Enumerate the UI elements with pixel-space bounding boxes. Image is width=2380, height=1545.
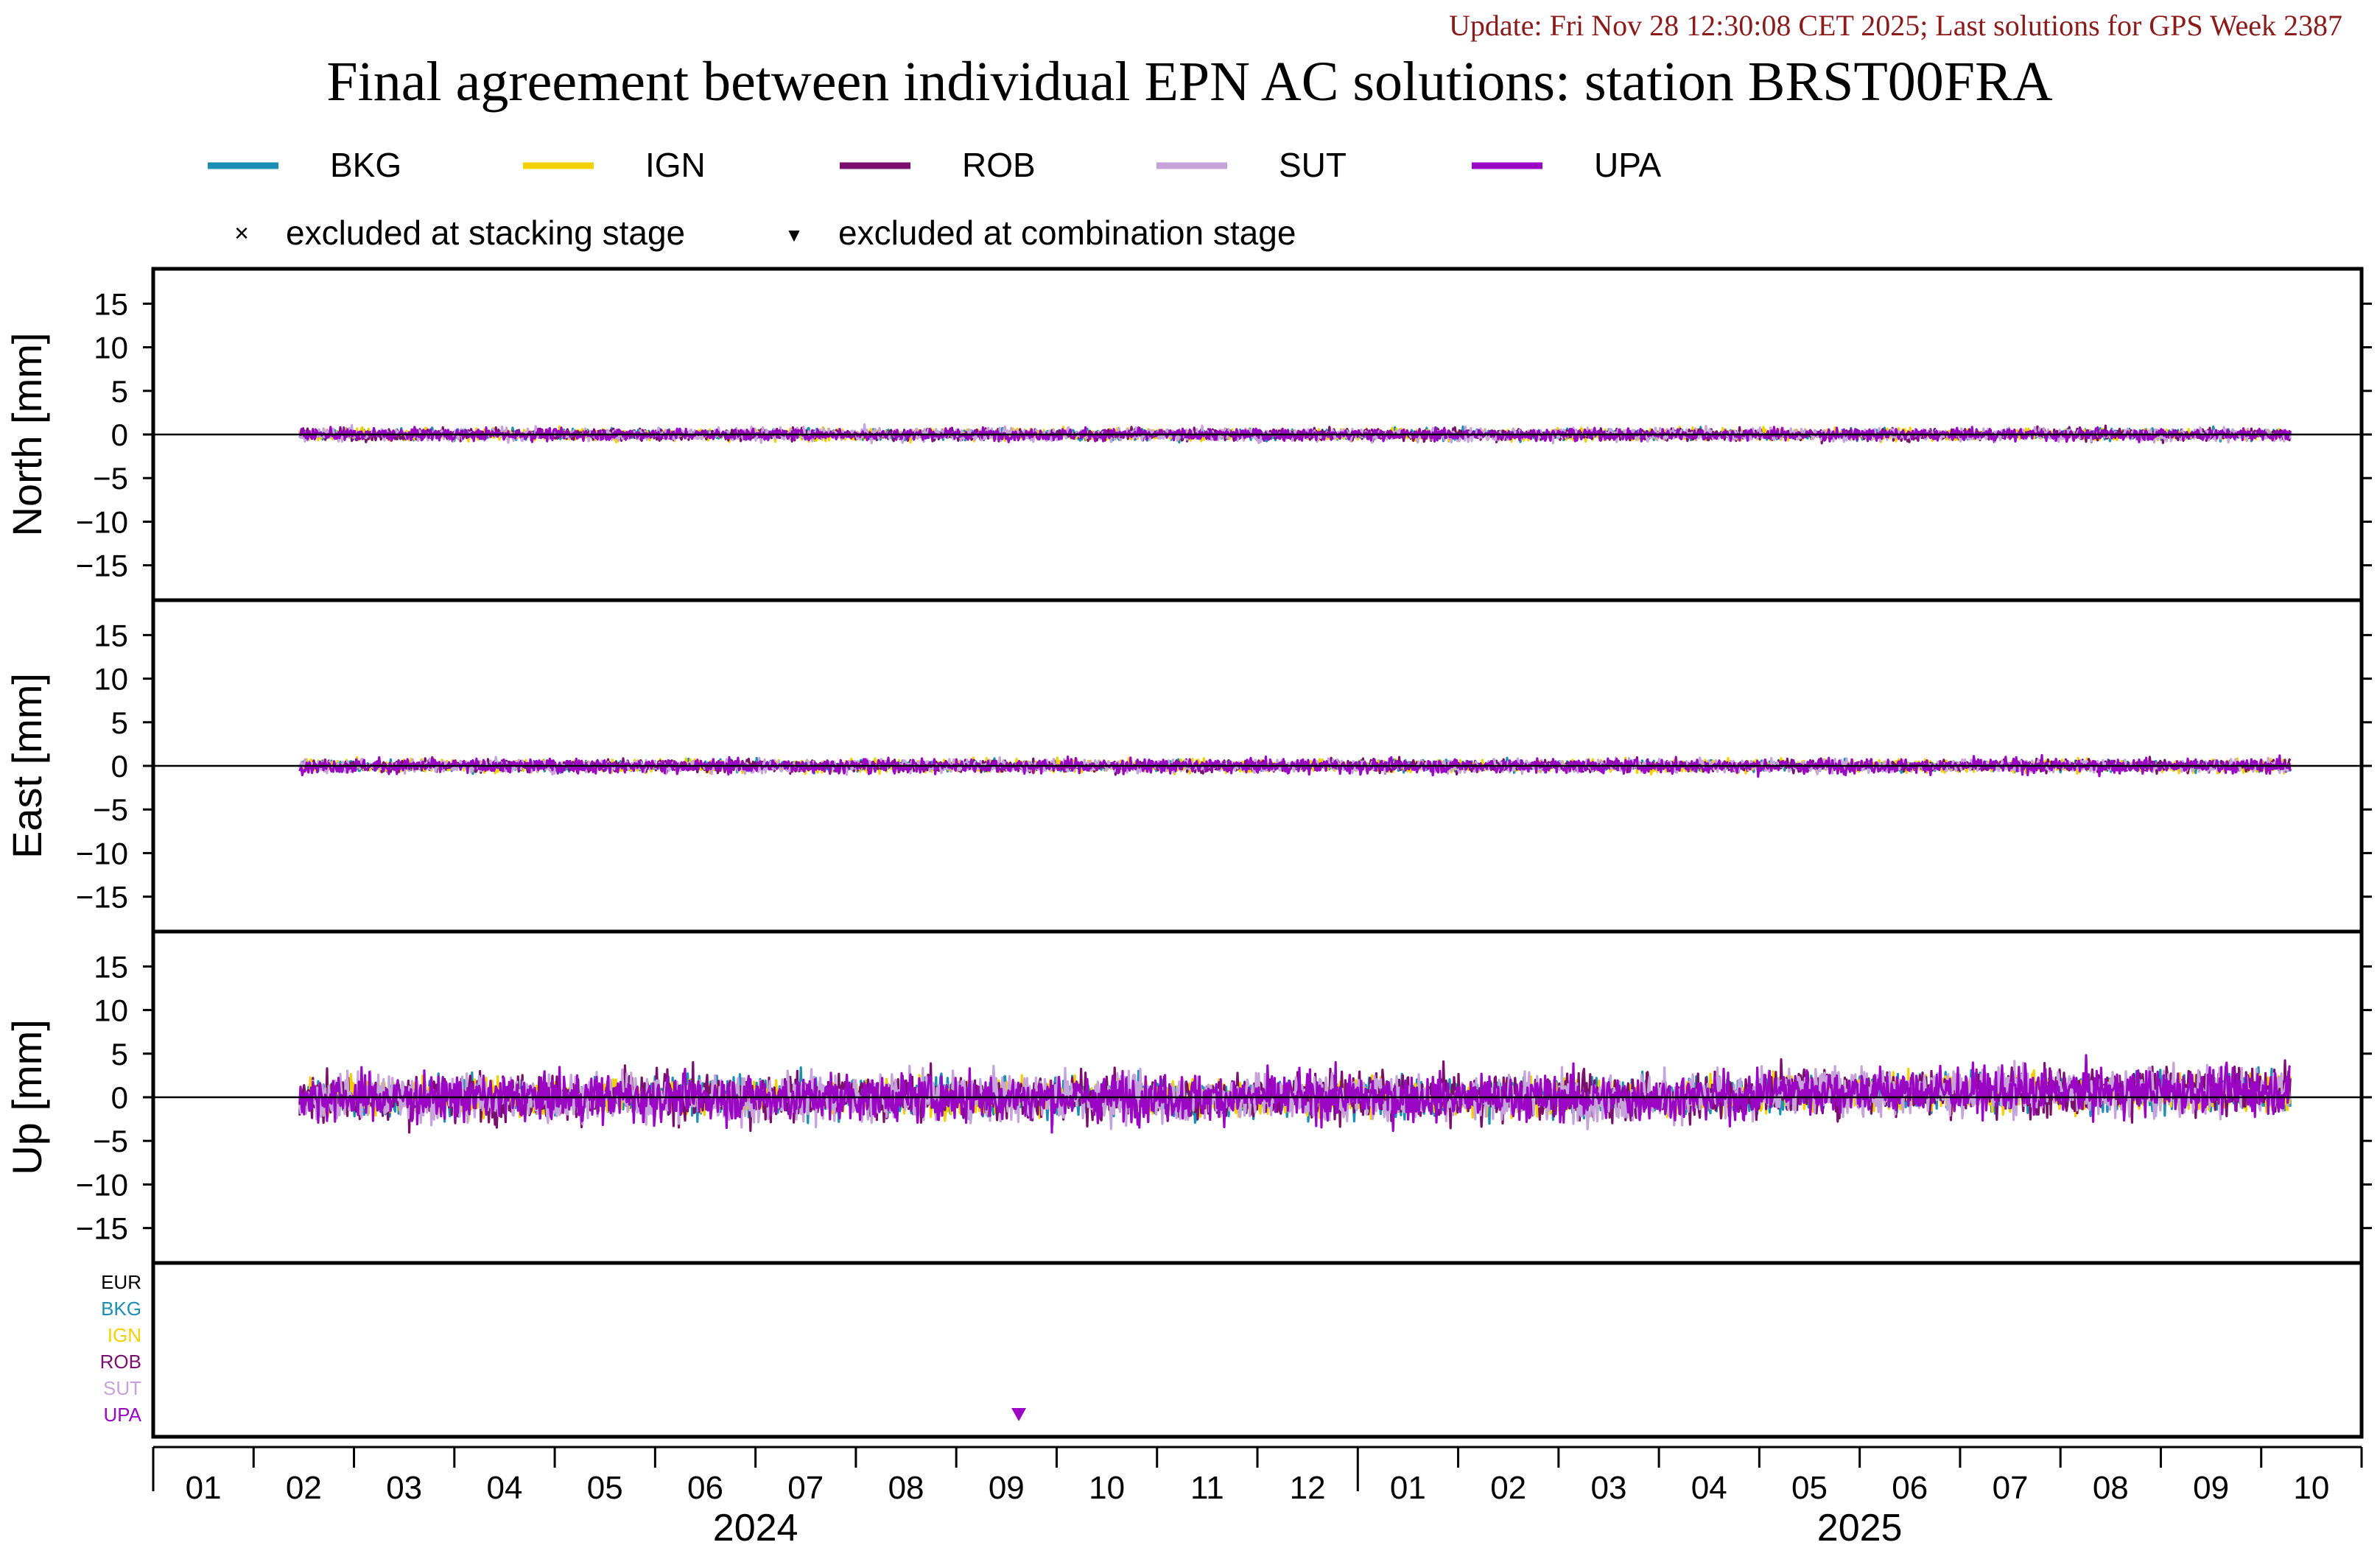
- legend-label-ign: IGN: [645, 146, 706, 184]
- exclusion-mark-upa: [1011, 1408, 1027, 1421]
- legend: BKG IGN ROB SUT UPA × excluded at stacki…: [208, 146, 1661, 252]
- x-tick-label: 08: [2093, 1470, 2129, 1506]
- x-tick-label: 07: [1993, 1470, 2029, 1506]
- legend-label-bkg: BKG: [330, 146, 401, 184]
- north-ytick-label: −5: [93, 461, 128, 496]
- exclusion-row-upa: UPA: [103, 1404, 141, 1426]
- north-ytick-label: 5: [111, 374, 128, 409]
- legend-entry-sut: SUT: [1156, 146, 1347, 184]
- x-tick-label: 10: [2293, 1470, 2329, 1506]
- x-tick-label: 03: [386, 1470, 422, 1506]
- legend-label-upa: UPA: [1594, 146, 1661, 184]
- north-ytick-label: −10: [76, 504, 128, 539]
- legend-marker-combination: ▼ excluded at combination stage: [784, 214, 1296, 252]
- update-text: Update: Fri Nov 28 12:30:08 CET 2025; La…: [1449, 9, 2342, 42]
- legend-marker-stacking: × excluded at stacking stage: [234, 214, 685, 252]
- up-panel: 15 10 5 0 −5 −10 −15 Up [mm]: [4, 929, 2372, 1265]
- east-ylabel: East [mm]: [4, 673, 50, 859]
- x-tick-label: 09: [2193, 1470, 2229, 1506]
- up-ytick-label: −15: [76, 1211, 128, 1246]
- legend-entry-upa: UPA: [1472, 146, 1661, 184]
- north-ytick-label: 10: [94, 331, 128, 365]
- exclusion-row-sut: SUT: [103, 1377, 141, 1399]
- stacking-cross-icon: ×: [234, 219, 249, 247]
- up-ylabel: Up [mm]: [4, 1019, 50, 1175]
- east-ytick-label: −10: [76, 836, 128, 870]
- north-ylabel: North [mm]: [4, 333, 50, 537]
- up-ytick-label: 0: [111, 1080, 128, 1115]
- x-tick-label: 02: [1490, 1470, 1526, 1506]
- exclusion-row-rob: ROB: [100, 1351, 141, 1373]
- combination-triangle-icon: ▼: [784, 224, 804, 246]
- north-ytick-label: −15: [76, 549, 128, 583]
- exclusion-row-bkg: BKG: [101, 1298, 141, 1320]
- x-tick-label: 04: [486, 1470, 522, 1506]
- exclusion-panel: EUR BKG IGN ROB SUT UPA: [100, 1261, 2364, 1439]
- exclusion-marks: [1011, 1408, 1027, 1421]
- east-ytick-label: 5: [111, 705, 128, 740]
- legend-stacking-label: excluded at stacking stage: [286, 214, 685, 252]
- x-tick-label: 03: [1590, 1470, 1626, 1506]
- up-ytick-label: −5: [93, 1124, 128, 1158]
- x-axis: 01 02 03 04 05 06 07 08 09 10 11 12 01 02 03 04 05 06 07 08…: [152, 1446, 2363, 1545]
- north-ytick-label: 15: [94, 286, 128, 321]
- x-year-label: 2025: [1817, 1507, 1903, 1545]
- up-ytick-label: 10: [94, 993, 128, 1028]
- up-ytick-label: 5: [111, 1037, 128, 1071]
- x-tick-label: 07: [787, 1470, 824, 1506]
- exclusion-row-eur: EUR: [101, 1271, 141, 1293]
- legend-combination-label: excluded at combination stage: [838, 214, 1296, 252]
- chart-title: Final agreement between individual EPN A…: [326, 51, 2052, 113]
- x-tick-label: 06: [687, 1470, 723, 1506]
- x-tick-label: 05: [587, 1470, 623, 1506]
- legend-entry-bkg: BKG: [208, 146, 401, 184]
- east-ytick-label: 0: [111, 749, 128, 784]
- x-tick-label: 08: [888, 1470, 924, 1506]
- exclusion-row-ign: IGN: [108, 1324, 141, 1346]
- up-ytick-label: 15: [94, 949, 128, 984]
- x-tick-label: 01: [186, 1470, 222, 1506]
- x-tick-label: 10: [1089, 1470, 1125, 1506]
- east-ytick-label: 15: [94, 618, 128, 652]
- x-tick-label: 04: [1691, 1470, 1727, 1506]
- x-year-label: 2024: [713, 1507, 798, 1545]
- exclusion-panel-frame: [151, 1261, 2364, 1439]
- east-panel: 15 10 5 0 −5 −10 −15 East [mm]: [4, 598, 2372, 934]
- x-tick-label: 11: [1190, 1470, 1224, 1506]
- legend-label-rob: ROB: [962, 146, 1036, 184]
- east-ytick-label: −5: [93, 792, 128, 827]
- north-panel: 15 10 5 0 −5 −10 −15 North [mm]: [4, 267, 2372, 602]
- x-tick-label: 09: [989, 1470, 1025, 1506]
- east-ytick-label: −15: [76, 880, 128, 915]
- x-tick-label: 06: [1892, 1470, 1928, 1506]
- legend-entry-rob: ROB: [840, 146, 1036, 184]
- x-tick-label: 01: [1390, 1470, 1426, 1506]
- north-series-upa: [299, 426, 2292, 444]
- x-tick-label: 02: [286, 1470, 322, 1506]
- x-tick-label: 05: [1791, 1470, 1828, 1506]
- legend-entry-ign: IGN: [523, 146, 706, 184]
- north-ytick-label: 0: [111, 418, 128, 452]
- legend-label-sut: SUT: [1279, 146, 1347, 184]
- up-ytick-label: −10: [76, 1167, 128, 1202]
- east-ytick-label: 10: [94, 662, 128, 697]
- x-tick-label: 12: [1290, 1470, 1326, 1506]
